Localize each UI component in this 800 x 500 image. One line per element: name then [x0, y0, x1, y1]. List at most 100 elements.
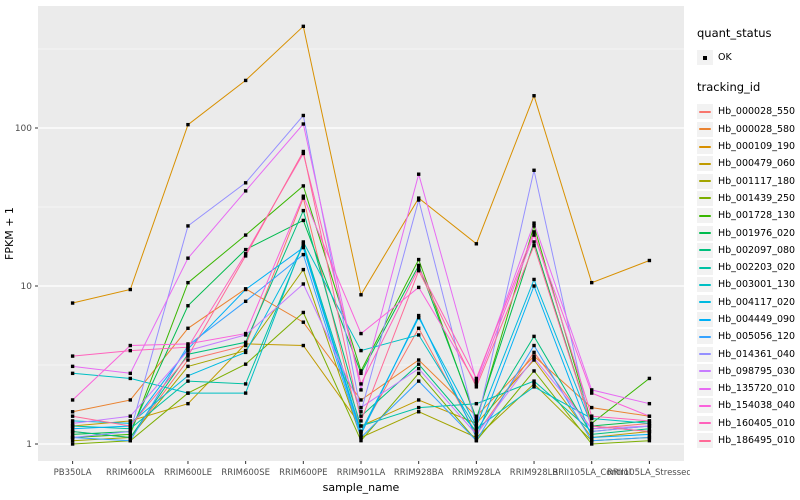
data-point	[474, 426, 479, 431]
series-line-icon	[699, 249, 711, 252]
legend-series-label: Hb_014361_040	[718, 348, 796, 360]
data-point	[590, 414, 594, 418]
data-point	[359, 438, 363, 443]
data-point	[301, 113, 306, 118]
data-point	[416, 366, 421, 371]
data-point	[186, 342, 190, 346]
legend-item-Hb_001117_180: Hb_001117_180	[697, 172, 800, 189]
x-tick-label: RRIM600LA	[106, 468, 155, 478]
data-point	[590, 416, 594, 421]
data-point	[186, 224, 190, 228]
data-point	[128, 426, 132, 431]
data-point	[532, 343, 536, 348]
black-square-point-icon	[703, 55, 707, 60]
data-point	[243, 78, 248, 83]
data-point	[186, 122, 190, 127]
legend-series-label: Hb_000479_060	[718, 158, 796, 170]
data-point	[416, 371, 421, 376]
series-color-key	[697, 433, 713, 449]
data-point	[301, 320, 306, 324]
data-point	[70, 435, 75, 440]
data-point	[128, 438, 132, 443]
data-point	[474, 385, 479, 389]
series-color-key	[697, 294, 713, 310]
legend-quant-status-title: quant_status	[697, 26, 772, 40]
data-point	[243, 340, 248, 345]
series-line-icon	[699, 318, 711, 321]
data-point	[590, 438, 594, 443]
series-line-icon	[699, 353, 711, 356]
data-point	[474, 376, 479, 381]
legend-series-label: Hb_003001_130	[718, 279, 796, 291]
data-point	[301, 184, 306, 188]
data-point	[474, 401, 479, 406]
legend-series-label: Hb_001976_020	[718, 227, 796, 239]
legend-series-label: Hb_000109_190	[718, 141, 796, 153]
data-point	[70, 301, 75, 305]
legend-item-Hb_154038_040: Hb_154038_040	[697, 397, 800, 414]
series-line-icon	[699, 335, 711, 338]
data-point	[532, 334, 536, 339]
legend-item-Hb_135720_010: Hb_135720_010	[697, 380, 800, 397]
data-point	[416, 266, 421, 270]
data-point	[359, 388, 363, 392]
data-point	[532, 350, 536, 355]
legend-item-Hb_014361_040: Hb_014361_040	[697, 345, 800, 362]
series-color-key	[697, 329, 713, 345]
data-point	[243, 189, 248, 193]
series-line-icon	[699, 370, 711, 373]
series-color-key	[697, 139, 713, 155]
data-point	[243, 252, 248, 256]
data-point	[359, 429, 363, 434]
series-color-key	[697, 225, 713, 241]
data-point	[243, 233, 248, 237]
series-line-icon	[699, 214, 711, 217]
data-point	[186, 348, 190, 353]
data-point	[70, 371, 75, 376]
data-point	[416, 405, 421, 410]
data-point	[186, 326, 190, 330]
data-point	[128, 371, 132, 376]
data-point	[474, 435, 479, 440]
data-point	[243, 247, 248, 252]
data-point	[359, 435, 363, 440]
data-point	[243, 391, 248, 395]
data-point	[474, 382, 479, 386]
data-point	[359, 419, 363, 423]
data-point	[416, 333, 421, 337]
data-point	[416, 285, 421, 290]
data-point	[532, 224, 536, 228]
y-tick-label: 10	[21, 282, 33, 292]
data-point	[532, 230, 536, 234]
data-point	[590, 388, 594, 392]
line-chart: 1 10 100 PB350LA RRIM600LA RRIM600LE RRIM600SE…	[3, 6, 690, 494]
x-tick-label: RRIM928LA	[452, 468, 501, 478]
data-point	[243, 287, 248, 292]
legend-item-Hb_000028_580: Hb_000028_580	[697, 121, 800, 138]
data-point	[474, 242, 479, 246]
data-point	[301, 282, 306, 286]
data-point	[301, 267, 306, 272]
data-point	[128, 421, 132, 426]
legend-series-label: Hb_135720_010	[718, 383, 796, 395]
data-point	[359, 348, 363, 353]
data-point	[532, 221, 536, 225]
series-color-key	[697, 104, 713, 120]
data-point	[647, 424, 652, 428]
data-point	[474, 379, 479, 383]
series-line-icon	[699, 145, 711, 148]
series-color-key	[697, 260, 713, 276]
data-point	[301, 196, 306, 200]
data-point	[70, 426, 75, 431]
data-point	[647, 438, 652, 443]
data-point	[70, 432, 75, 437]
data-point	[186, 280, 190, 285]
legend-series-label: Hb_000028_580	[718, 123, 796, 135]
data-point	[647, 426, 652, 431]
data-point	[474, 421, 479, 426]
data-point	[590, 405, 594, 410]
legend-item-Hb_098795_030: Hb_098795_030	[697, 363, 800, 380]
data-point	[186, 352, 190, 356]
data-point	[532, 385, 536, 389]
legend-series-label: Hb_186495_010	[718, 435, 796, 447]
